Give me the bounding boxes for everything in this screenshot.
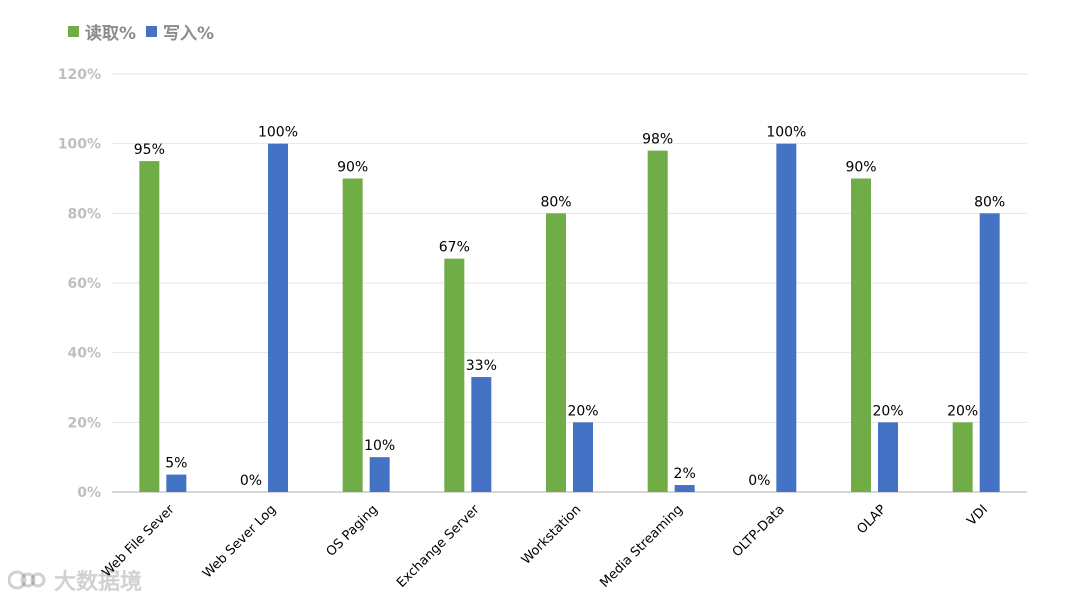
bar-read [444,258,465,492]
bar-write [674,485,695,492]
y-tick-label: 40% [67,346,101,362]
data-label-read: 20% [947,403,978,419]
bar-read [647,150,668,492]
x-category-label: Exchange Server [394,502,483,591]
data-label-read: 90% [845,160,876,176]
bar-write [268,143,288,492]
bar-write [878,422,898,492]
x-category-label: OS Paging [324,502,381,559]
data-label-write: 20% [872,403,903,419]
bar-read [851,178,871,492]
legend-swatch-read [68,26,79,37]
bar-write [776,143,797,492]
bar-write [573,422,593,492]
data-label-read: 98% [642,132,673,148]
data-label-write: 20% [567,403,598,419]
data-label-read: 67% [439,240,470,256]
legend-label-write: 写入% [163,24,215,44]
data-label-read: 95% [134,142,165,158]
data-label-write: 100% [258,125,298,141]
data-label-read: 0% [240,473,262,489]
watermark-text: 大数据境 [54,570,143,595]
bar-read [342,178,363,492]
y-tick-label: 120% [58,67,101,83]
bar-write [369,457,390,492]
legend-swatch-write [146,26,158,37]
data-label-write: 5% [165,456,187,472]
legend-item-write: 写入% [146,19,214,44]
data-label-write: 10% [364,438,395,454]
data-label-read: 90% [337,160,368,176]
y-tick-label: 20% [67,415,101,431]
chart-legend: 读取% 写入% [68,19,214,44]
y-tick-label: 60% [67,276,101,292]
x-category-label: Web Sever Log [200,502,279,581]
bar-write [979,213,1000,493]
data-label-write: 80% [974,194,1005,210]
y-tick-label: 0% [77,485,101,501]
data-label-write: 33% [466,358,497,374]
data-label-write: 2% [674,466,696,482]
data-label-read: 80% [540,194,571,210]
watermark-logo-icon [8,570,46,590]
x-category-label: OLAP [854,502,889,537]
y-tick-label: 80% [67,206,101,222]
y-tick-label: 100% [58,137,101,153]
legend-label-read: 读取% [85,24,137,44]
x-category-label: VDI [964,502,991,529]
bar-write [166,474,187,492]
legend-item-read: 读取% [68,19,136,44]
watermark: 大数据境 [8,564,142,596]
bar-read [952,422,973,492]
x-category-label: Media Streaming [597,502,686,591]
data-label-write: 100% [766,125,806,141]
bar-read [546,213,566,493]
bar-write [471,377,492,492]
data-label-read: 0% [748,473,770,489]
bar-read [139,161,160,493]
x-category-label: OLTP-Data [730,502,788,560]
x-category-label: Workstation [519,502,585,568]
